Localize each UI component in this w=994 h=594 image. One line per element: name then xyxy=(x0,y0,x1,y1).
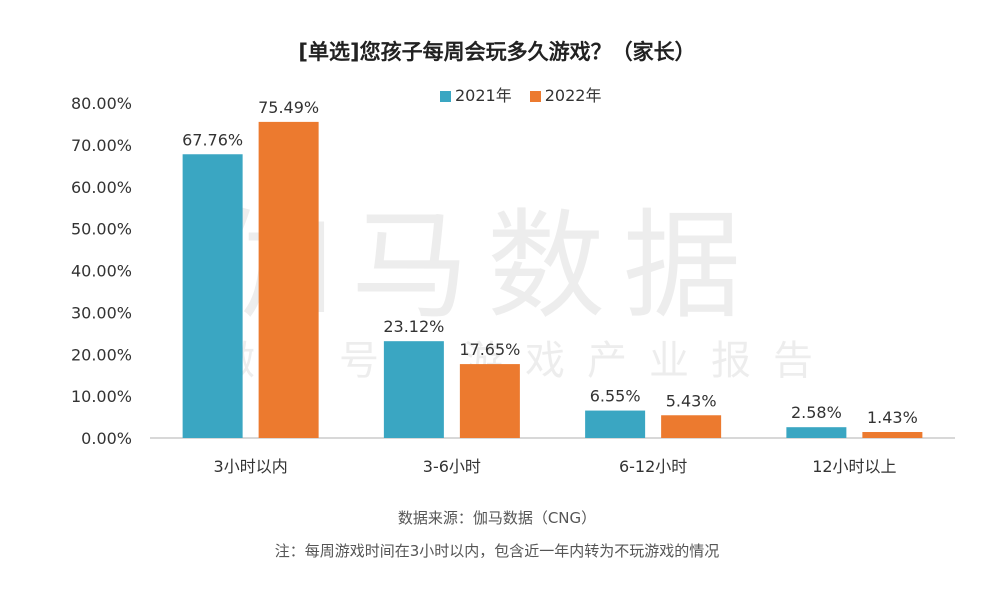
data-label: 17.65% xyxy=(459,340,520,359)
y-tick-label: 80.00% xyxy=(71,94,132,113)
y-tick-label: 0.00% xyxy=(81,429,132,448)
bar-2021 xyxy=(786,427,847,438)
y-tick-label: 20.00% xyxy=(71,345,132,364)
y-tick-label: 10.00% xyxy=(71,387,132,406)
footnote: 注：每周游戏时间在3小时以内，包含近一年内转为不玩游戏的情况 xyxy=(274,542,720,560)
legend-item-2022: 2022年 xyxy=(529,82,602,106)
legend-label: 2021年 xyxy=(455,86,512,105)
data-label: 5.43% xyxy=(666,391,717,410)
bar-2022 xyxy=(459,364,520,438)
data-label: 23.12% xyxy=(383,317,444,336)
x-tick-label: 3-6小时 xyxy=(423,457,481,476)
y-tick-label: 30.00% xyxy=(71,303,132,322)
bar-2021 xyxy=(383,341,444,438)
x-tick-label: 6-12小时 xyxy=(619,457,687,476)
legend-swatch xyxy=(440,91,451,102)
y-tick-label: 60.00% xyxy=(71,178,132,197)
data-label: 1.43% xyxy=(867,408,918,427)
data-label: 75.49% xyxy=(258,98,319,117)
bar-2022 xyxy=(258,121,319,439)
legend-item-2021: 2021年 xyxy=(440,82,512,106)
y-tick-label: 70.00% xyxy=(71,136,132,155)
bar-2021 xyxy=(585,410,646,438)
data-source: 数据来源：伽马数据（CNG） xyxy=(397,509,597,527)
bar-2021 xyxy=(182,154,243,438)
data-label: 67.76% xyxy=(182,130,243,149)
data-label: 6.55% xyxy=(590,387,641,406)
x-tick-label: 12小时以上 xyxy=(812,457,896,476)
data-label: 2.58% xyxy=(791,403,842,422)
chart-title: [单选]您孩子每周会玩多久游戏？（家长） xyxy=(298,40,696,64)
y-tick-label: 50.00% xyxy=(71,220,132,239)
bar-2022 xyxy=(862,432,923,438)
legend-label: 2022年 xyxy=(544,86,602,105)
x-tick-label: 3小时以内 xyxy=(214,457,288,476)
legend: 2021年 2022年 xyxy=(440,82,601,106)
legend-swatch xyxy=(529,91,541,102)
y-tick-label: 40.00% xyxy=(71,262,132,281)
bar-2022 xyxy=(661,415,722,438)
